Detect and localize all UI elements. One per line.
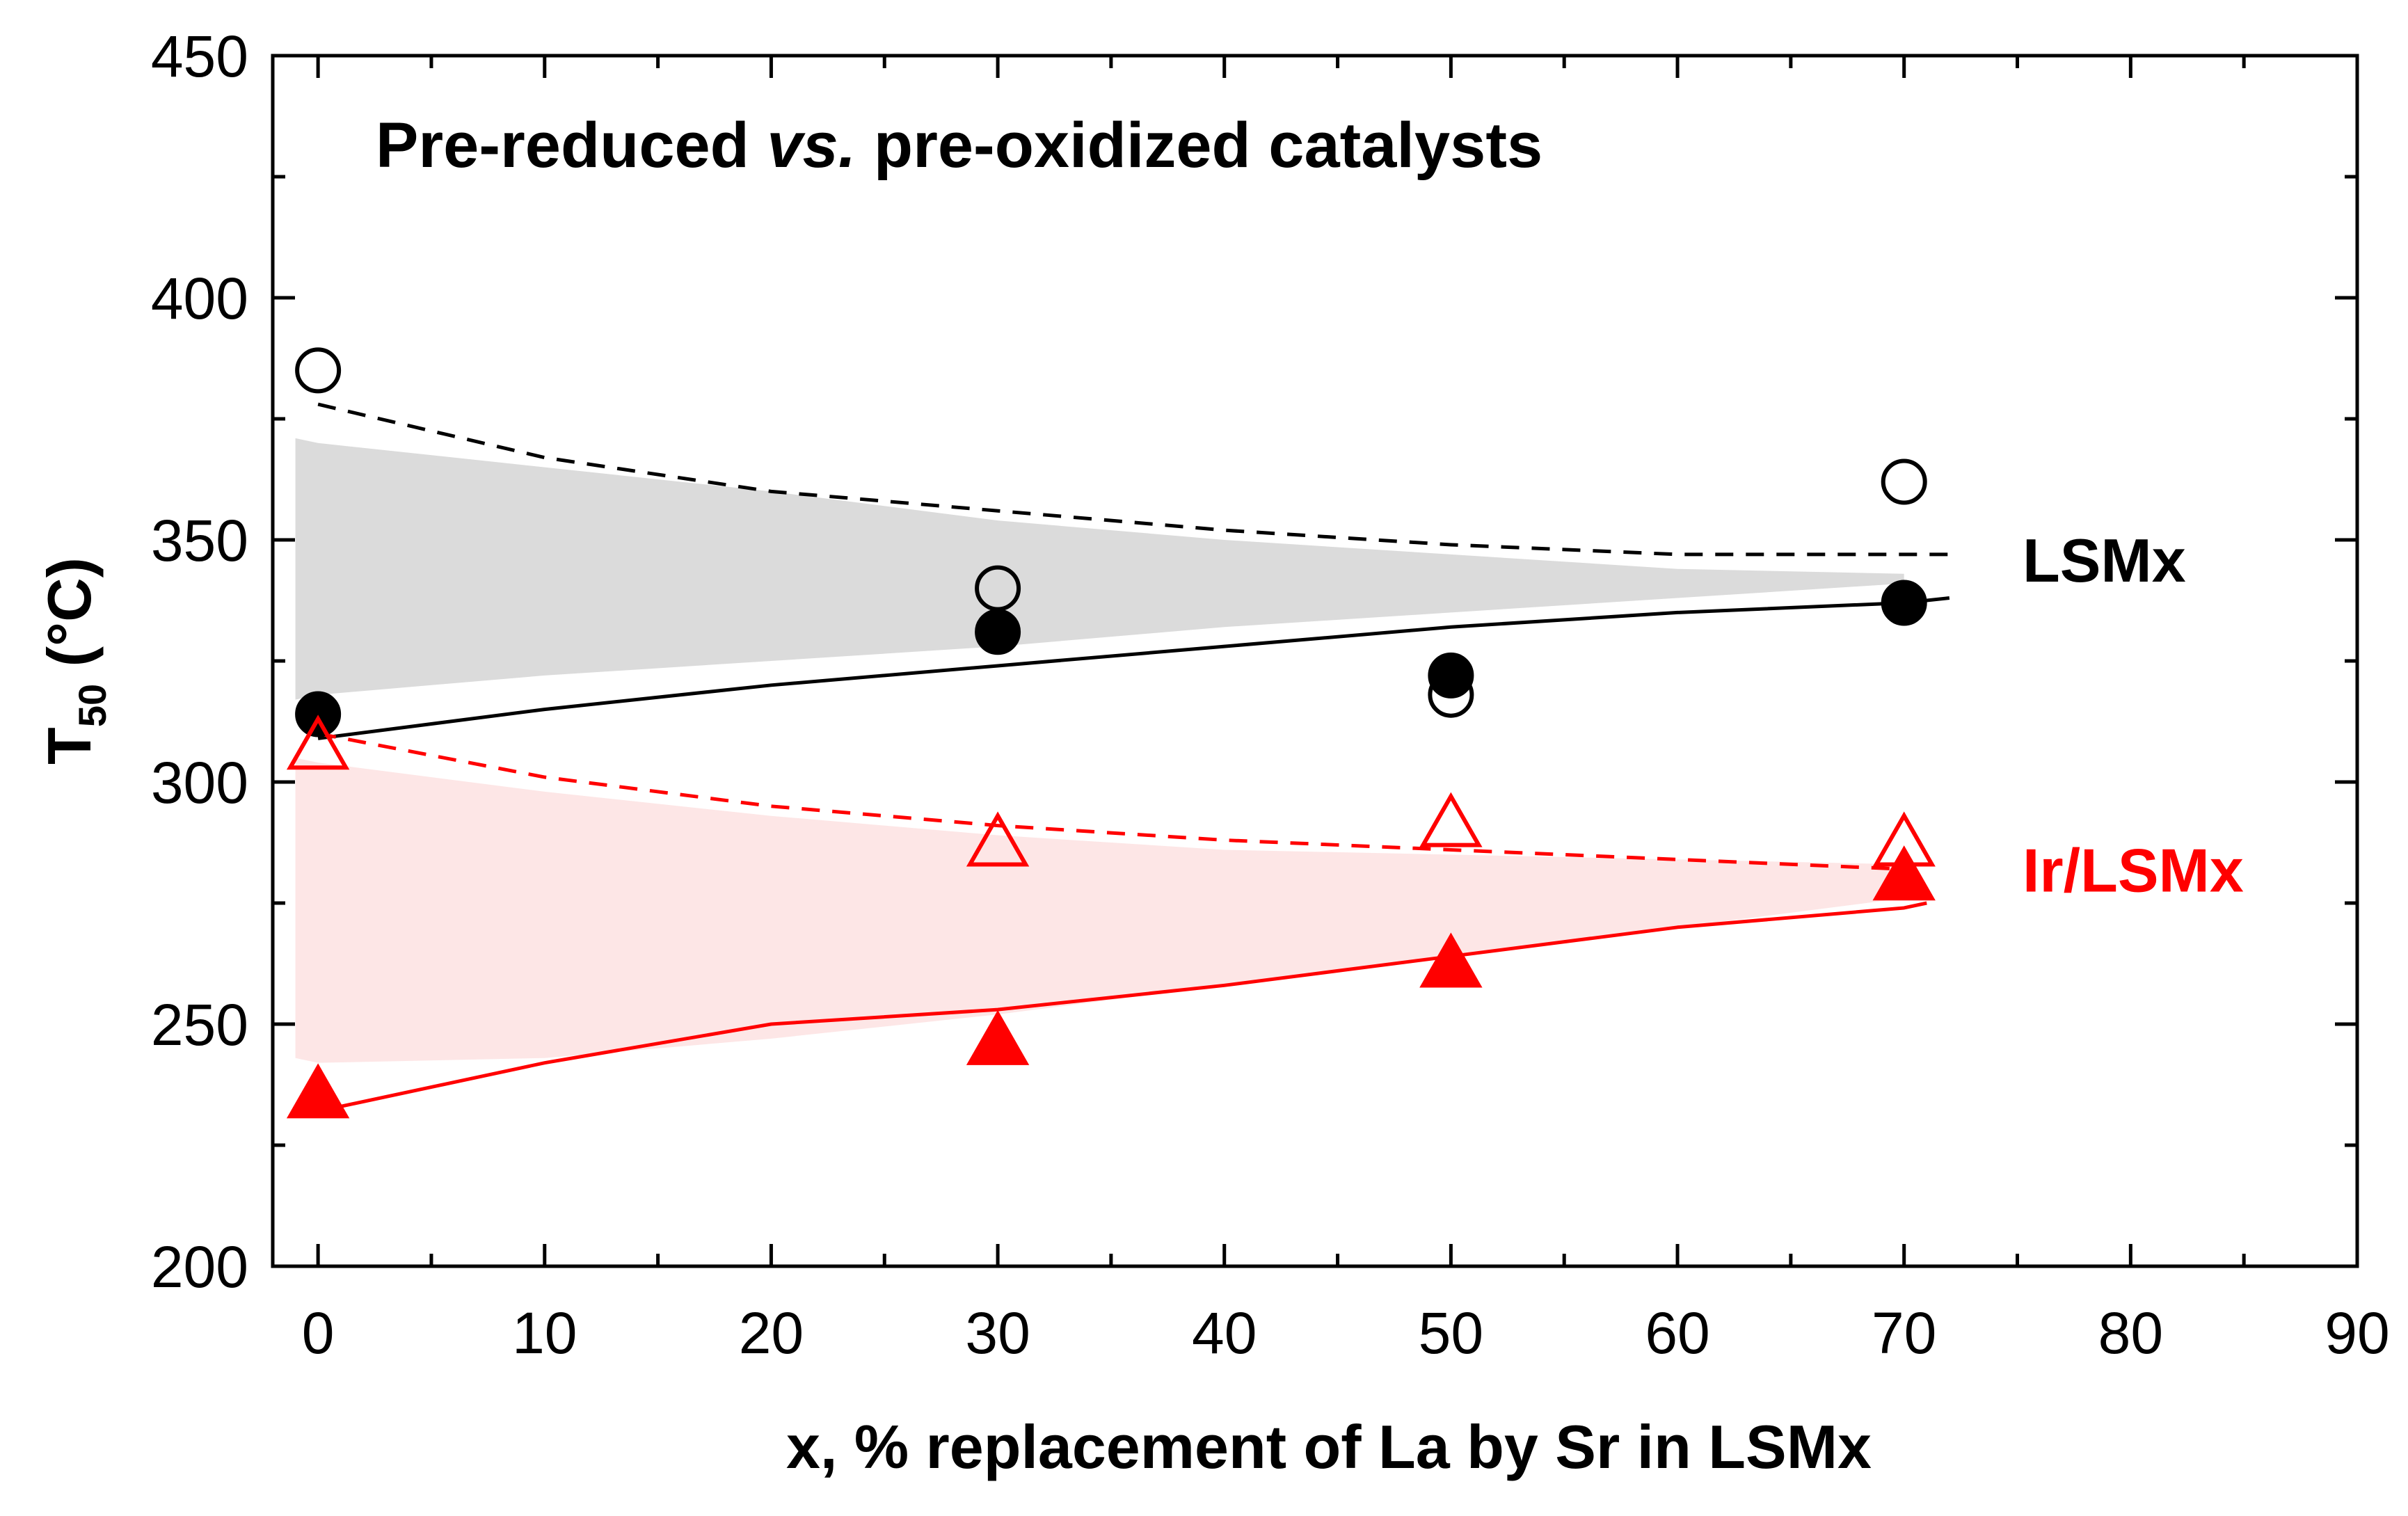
x-tick-label: 30: [965, 1300, 1030, 1366]
x-tick-label: 50: [1419, 1300, 1483, 1366]
y-tick-label: 350: [151, 508, 248, 573]
y-axis-title-unit: (°C): [35, 557, 104, 684]
shaded-bands: [295, 438, 1904, 1063]
x-tick-label: 60: [1645, 1300, 1709, 1366]
y-axis-title: T50 (°C): [35, 557, 114, 765]
x-tick-label: 90: [2325, 1300, 2389, 1366]
filled-circle-point: [1881, 580, 1927, 626]
y-tick-label: 400: [151, 266, 248, 331]
title-part-2: vs.: [767, 110, 856, 181]
open-triangle-point: [286, 715, 350, 770]
filled-triangle-point: [1419, 932, 1483, 988]
filled-triangle-point: [966, 1010, 1030, 1065]
filled-circle-point: [975, 609, 1021, 655]
trend-lines: [317, 402, 1950, 1113]
open-triangle-point: [1872, 811, 1936, 867]
y-tick-label: 200: [151, 1234, 248, 1300]
solid-trend-line-4: [317, 901, 1927, 1113]
y-tick-label: 450: [151, 24, 248, 89]
y-axis-title-subscript: 50: [70, 684, 114, 727]
x-tick-label: 20: [739, 1300, 804, 1366]
x-tick-label: 0: [302, 1300, 335, 1366]
dashed-trend-line-3: [317, 731, 1904, 871]
x-axis-title: x, % replacement of La by Sr in LSMx: [786, 1412, 1872, 1481]
open-circle-point: [1428, 671, 1474, 718]
open-circle-point: [1881, 458, 1927, 505]
x-tick-label: 80: [2098, 1300, 2163, 1366]
open-circle-point: [975, 565, 1021, 612]
tick-labels: 0 10 20 30 40 50 60 70 80 90 200 250 300 350 400 450: [151, 24, 2390, 1366]
filled-triangle-point: [286, 1063, 350, 1119]
filled-circle-point: [295, 691, 342, 737]
x-tick-label: 40: [1192, 1300, 1257, 1366]
title-part-3: pre-oxidized catalysts: [856, 110, 1542, 181]
y-tick-label: 300: [151, 750, 248, 815]
dashed-trend-line-1: [317, 402, 1949, 557]
shaded-band-2: [295, 758, 1904, 1063]
open-circle-point: [295, 347, 342, 394]
x-tick-label: 70: [1872, 1300, 1936, 1366]
open-triangle-point: [1419, 792, 1483, 847]
solid-trend-line-2: [317, 596, 1950, 740]
series-label-lsmx: LSMx: [2023, 526, 2186, 595]
filled-triangle-point: [1872, 845, 1936, 901]
title-part-1: Pre-reduced: [376, 110, 767, 181]
shaded-band-1: [295, 438, 1904, 700]
series-label-ir-lsmx: Ir/LSMx: [2023, 836, 2244, 904]
y-tick-label: 250: [151, 992, 248, 1058]
x-tick-label: 10: [512, 1300, 577, 1366]
open-triangle-point: [966, 811, 1030, 867]
axis-ticks: [273, 54, 2359, 1268]
data-markers: [286, 347, 1936, 1119]
y-axis-title-main: T: [35, 727, 104, 765]
chart-title: Pre-reduced vs. pre-oxidized catalysts: [376, 110, 1542, 181]
